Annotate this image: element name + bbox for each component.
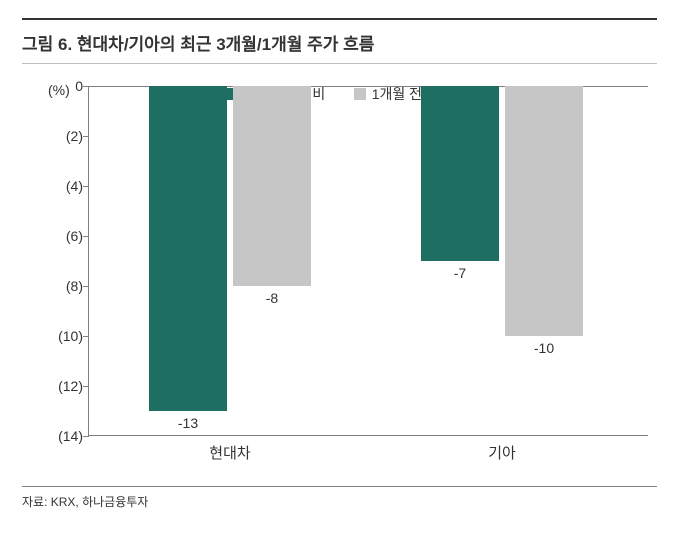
bar-group: -13-8현대차 bbox=[149, 86, 311, 435]
bar: -13 bbox=[149, 86, 227, 411]
bar-value-label: -8 bbox=[233, 290, 311, 306]
title-row: 그림 6. 현대차/기아의 최근 3개월/1개월 주가 흐름 bbox=[22, 18, 657, 64]
chart-title: 그림 6. 현대차/기아의 최근 3개월/1개월 주가 흐름 bbox=[22, 30, 657, 55]
bar-value-label: -10 bbox=[505, 340, 583, 356]
bar: -8 bbox=[233, 86, 311, 286]
y-tick: (10) bbox=[35, 328, 83, 344]
footer-source: 자료: KRX, 하나금융투자 bbox=[22, 486, 657, 510]
y-tick: 0 bbox=[35, 78, 83, 94]
bar: -10 bbox=[505, 86, 583, 336]
y-tick: (6) bbox=[35, 228, 83, 244]
bar-value-label: -7 bbox=[421, 265, 499, 281]
y-tick: (14) bbox=[35, 428, 83, 444]
y-tick: (2) bbox=[35, 128, 83, 144]
x-category-label: 기아 bbox=[420, 442, 584, 463]
y-tick: (12) bbox=[35, 378, 83, 394]
y-tick: (8) bbox=[35, 278, 83, 294]
chart: (%) 3개월 전 대비 1개월 전 대비 0(2)(4)(6)(8)(10)(… bbox=[22, 86, 657, 436]
bar-group: -7-10기아 bbox=[421, 86, 583, 435]
x-category-label: 현대차 bbox=[148, 442, 312, 463]
bar-value-label: -13 bbox=[149, 415, 227, 431]
y-tick: (4) bbox=[35, 178, 83, 194]
bar: -7 bbox=[421, 86, 499, 261]
plot-area: 0(2)(4)(6)(8)(10)(12)(14)-13-8현대차-7-10기아 bbox=[88, 86, 648, 436]
